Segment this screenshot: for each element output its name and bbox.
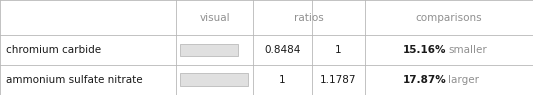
Text: 0.8484: 0.8484 bbox=[264, 45, 301, 55]
Text: larger: larger bbox=[448, 75, 479, 85]
Text: comparisons: comparisons bbox=[416, 13, 482, 23]
Text: chromium carbide: chromium carbide bbox=[6, 45, 101, 55]
Text: 1: 1 bbox=[335, 45, 342, 55]
Text: 1: 1 bbox=[279, 75, 286, 85]
Text: smaller: smaller bbox=[448, 45, 487, 55]
Text: visual: visual bbox=[199, 13, 230, 23]
Text: 17.87%: 17.87% bbox=[402, 75, 447, 85]
Text: ammonium sulfate nitrate: ammonium sulfate nitrate bbox=[6, 75, 143, 85]
Text: 1.1787: 1.1787 bbox=[320, 75, 357, 85]
Text: 15.16%: 15.16% bbox=[403, 45, 447, 55]
FancyBboxPatch shape bbox=[180, 73, 248, 86]
Text: ratios: ratios bbox=[294, 13, 324, 23]
FancyBboxPatch shape bbox=[180, 44, 238, 56]
